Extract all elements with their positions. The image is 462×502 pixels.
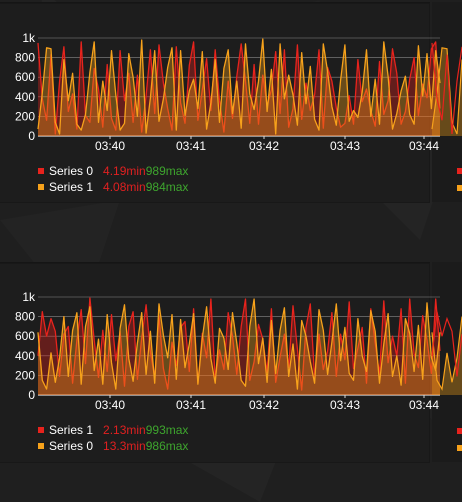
x-tick-label: 03:44: [409, 398, 439, 412]
series-line: [431, 311, 462, 377]
series-min-value: 13.3min: [103, 439, 146, 453]
series-min-value: 4.08min: [103, 180, 146, 194]
legend-row[interactable]: Series 0 4.19min 989max: [38, 163, 188, 179]
chart-plot-2: 0 200 400 600 800 1k 03:40 03:41 03:42 03:43 03:44: [15, 290, 441, 412]
y-tick-label: 1k: [22, 290, 36, 304]
x-tick-label: 03:43: [330, 139, 360, 153]
series-area: [38, 299, 440, 395]
legend-row[interactable]: Series 0 13.3min 986max: [38, 438, 188, 454]
y-tick-label: 600: [15, 329, 35, 343]
side-legend-swatch: [457, 428, 462, 434]
series-name: Series 1: [49, 180, 94, 194]
y-tick-label: 1k: [22, 31, 36, 45]
series-color-swatch: [38, 168, 44, 174]
y-tick-label: 400: [15, 90, 35, 104]
series-name: Series 0: [49, 164, 94, 178]
series-min-value: 2.13min: [103, 423, 146, 437]
series-line: [37, 298, 441, 390]
adjacent-chart-sliver: [431, 42, 462, 136]
x-tick-label: 03:40: [95, 139, 125, 153]
series-line: [431, 316, 462, 391]
x-tick-label: 03:44: [409, 139, 439, 153]
series-area: [38, 41, 440, 136]
y-tick-label: 200: [15, 109, 35, 123]
y-tick-label: 800: [15, 310, 35, 324]
x-tick-label: 03:40: [95, 398, 125, 412]
x-tick-label: 03:43: [330, 398, 360, 412]
adjacent-chart-sliver: [431, 311, 462, 395]
x-tick-label: 03:42: [249, 398, 279, 412]
y-tick-label: 800: [15, 51, 35, 65]
legend-row[interactable]: Series 1 2.13min 993max: [38, 422, 188, 438]
legend-2: Series 1 2.13min 993max Series 0 13.3min…: [38, 422, 188, 454]
chart-plot-1: 0 200 400 600 800 1k 03:40 03:41 03:42 03:43 03:44: [15, 31, 441, 153]
y-tick-label: 0: [28, 388, 35, 402]
side-legend-swatch: [457, 445, 462, 451]
series-max-value: 989max: [145, 164, 189, 178]
chart-panel-1: [0, 2, 430, 203]
x-tick-label: 03:41: [176, 398, 206, 412]
series-line: [431, 42, 462, 135]
legend-row[interactable]: Series 1 4.08min 984max: [38, 179, 188, 195]
series-color-swatch: [38, 184, 44, 190]
series-max-value: 993max: [145, 423, 189, 437]
series-max-value: 986max: [145, 439, 189, 453]
x-tick-label: 03:41: [176, 139, 206, 153]
y-tick-label: 0: [28, 129, 35, 143]
series-area: [38, 39, 440, 136]
series-min-value: 4.19min: [103, 164, 146, 178]
series-max-value: 984max: [145, 180, 189, 194]
series-color-swatch: [38, 427, 44, 433]
y-tick-label: 600: [15, 70, 35, 84]
side-legend-swatch: [457, 168, 462, 174]
x-tick-label: 03:42: [249, 139, 279, 153]
legend-1: Series 0 4.19min 989max Series 1 4.08min…: [38, 163, 188, 195]
series-name: Series 0: [49, 439, 94, 453]
side-legend-swatch: [457, 185, 462, 191]
series-color-swatch: [38, 443, 44, 449]
series-line: [37, 38, 441, 135]
series-name: Series 1: [49, 423, 94, 437]
y-tick-label: 200: [15, 368, 35, 382]
y-tick-label: 400: [15, 349, 35, 363]
series-area: [432, 47, 462, 136]
